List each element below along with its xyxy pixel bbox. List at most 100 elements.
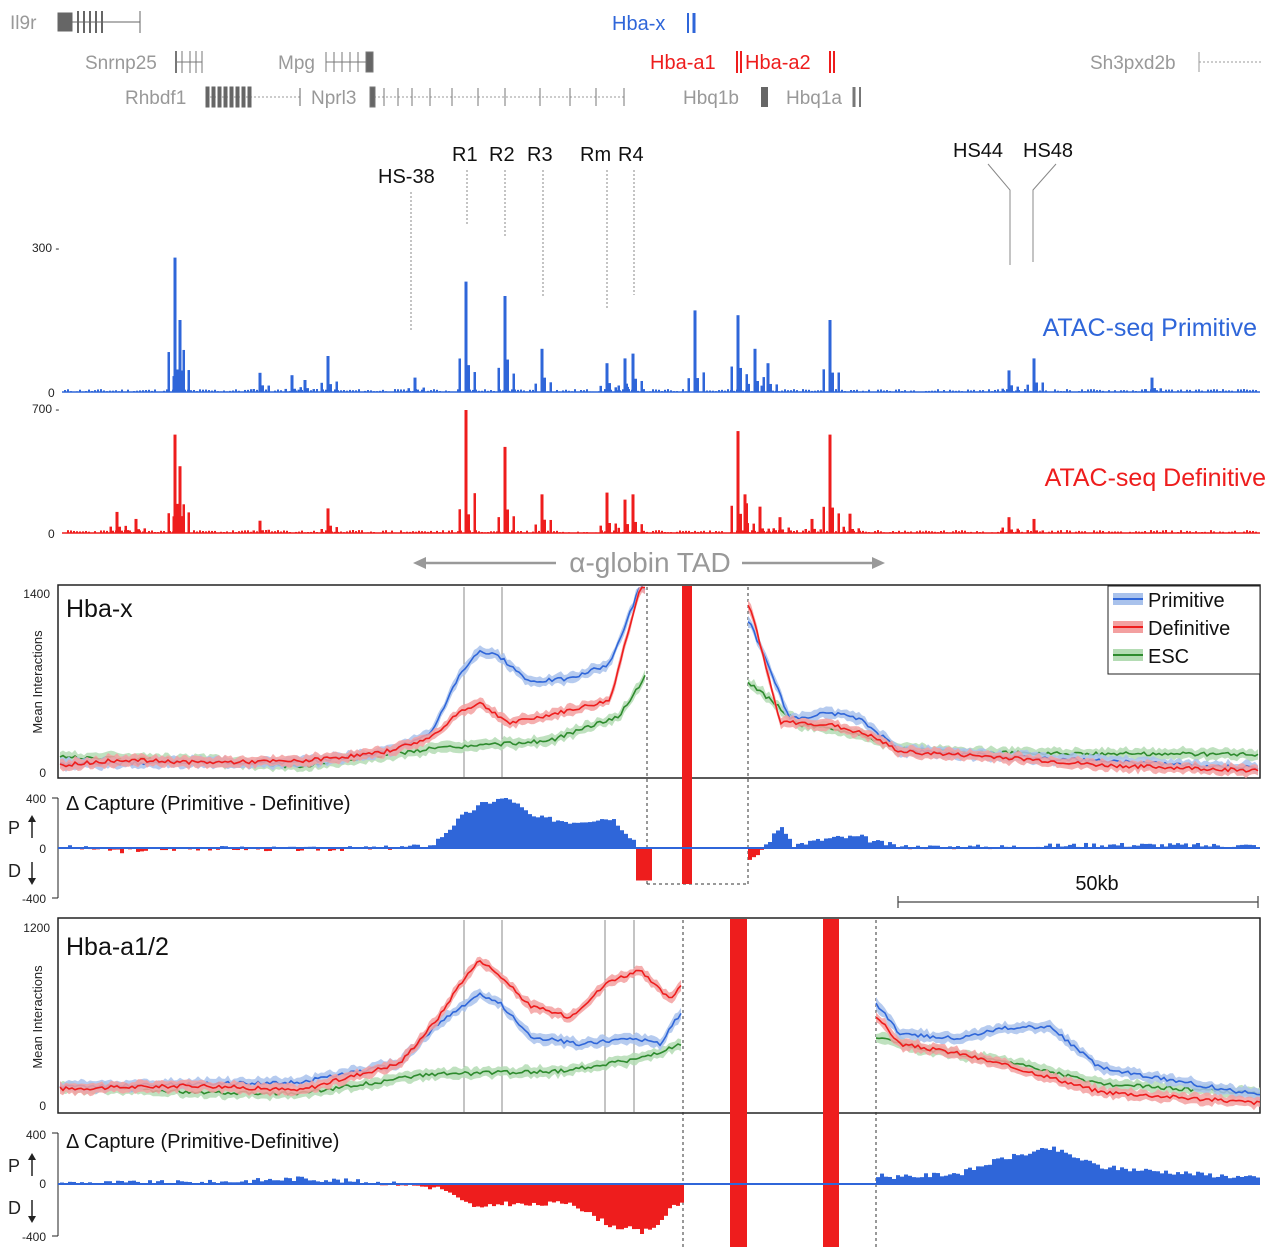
atac-noise-bar [415,531,417,533]
gene-label-sh3pxd2b: Sh3pxd2b [1090,53,1176,74]
atac-noise-bar [979,390,981,392]
atac-noise-bar [517,389,519,392]
delta-bar [772,833,776,848]
atac-noise-bar [403,532,405,533]
atac-noise-bar [826,391,828,392]
gene-label-snrnp25: Snrnp25 [85,53,157,74]
atac-shoulder-bar [299,387,302,392]
atac-noise-bar [490,390,492,392]
hba-x-ylabel: Mean Interactions [30,630,45,734]
atac-shoulder-bar [745,374,748,392]
hba-x-viewpoint-bar [682,586,692,884]
atac-noise-bar [439,390,441,392]
atac-shoulder-bar [181,370,184,392]
atac-noise-bar [190,390,192,392]
delta-bar [428,845,432,848]
atac-noise-bar [88,531,90,533]
atac-noise-bar [202,531,204,533]
atac-noise-bar [310,390,312,392]
atac-shoulder-bar [831,507,834,533]
atac-noise-bar [193,389,195,392]
delta-bar [316,1181,320,1184]
delta-bar [672,1184,676,1205]
atac-noise-bar [487,390,489,392]
atac-shoulder-bar [172,516,175,533]
atac-noise-bar [226,531,228,533]
series-band-esc [60,1038,681,1102]
atac-shoulder-bar [329,384,332,392]
atac-noise-bar [997,389,999,392]
atac-peak-2 [258,372,262,392]
atac-noise-bar [937,532,939,533]
delta-bar [604,819,608,848]
atac-noise-bar [136,390,138,392]
gene-label-mpg: Mpg [278,53,315,74]
atac-shoulder-bar [813,528,816,533]
atac-shoulder-bar [769,383,772,392]
delta-bar [912,1177,916,1184]
atac-noise-bar [100,389,102,392]
atac-shoulder-bar [599,385,602,392]
delta-bar [788,838,792,848]
delta-bar [1232,1177,1236,1184]
atac-shoulder-bar [176,369,179,392]
atac-shoulder-bar [851,528,854,533]
atac-noise-bar [67,389,69,392]
atac-noise-bar [1249,390,1251,392]
atac-noise-bar [445,390,447,392]
atac-shoulder-bar [320,382,323,392]
atac-noise-bar [712,532,714,533]
atac-shoulder-bar [772,528,775,533]
atac-noise-bar [265,530,267,533]
atac-noise-bar [772,390,774,392]
atac-shoulder-bar [756,381,759,392]
delta-bar [1160,1173,1164,1184]
atac-noise-bar [1225,390,1227,392]
delta1-title: Δ Capture (Primitive - Definitive) [66,793,351,815]
atac-noise-bar [976,391,978,392]
atac-noise-bar [646,391,648,392]
atac-shoulder-bar [306,388,309,392]
delta-bar [1068,1154,1072,1184]
delta-bar [464,1184,468,1202]
atac-noise-bar [214,389,216,392]
atac-noise-bar [358,530,360,533]
atac-noise-bar [340,390,342,392]
atac-noise-bar [991,532,993,533]
atac-noise-bar [868,389,870,392]
delta-bar [264,1180,268,1184]
series-band-definitive [60,956,681,1097]
atac-noise-bar [145,390,147,392]
delta-bar [452,825,456,848]
delta-bar [352,1181,356,1184]
atac-noise-bar [85,391,87,392]
delta-bar [312,1180,316,1184]
atac-noise-bar [1177,390,1179,392]
atac-noise-bar [430,390,432,392]
delta-bar [1212,843,1216,848]
atac-peak-20 [1150,377,1154,392]
atac-noise-bar [100,530,102,533]
atac-shoulder-bar [1016,386,1019,392]
atac-shoulder-bar [422,387,425,392]
delta-bar [796,843,800,848]
atac-noise-bar [658,389,660,392]
legend: Primitive Definitive ESC [1107,585,1261,675]
delta-bar [1068,844,1072,848]
delta-bar [104,1181,108,1184]
delta-bar [328,1181,332,1184]
atac-noise-bar [1132,532,1134,533]
delta-bar [876,840,880,848]
atac-shoulder-bar [252,389,255,392]
delta-bar [1192,844,1196,848]
delta-bar [1124,1168,1128,1184]
atac-noise-bar [979,532,981,533]
atac-noise-bar [655,389,657,392]
atac-noise-bar [1093,530,1095,533]
atac-shoulder-bar [124,525,127,533]
delta-bar [292,1180,296,1184]
gene-model-hba-a1 [736,51,742,73]
atac-noise-bar [214,530,216,533]
atac-noise-bar [286,530,288,533]
atac-shoulder-bar [702,372,705,392]
